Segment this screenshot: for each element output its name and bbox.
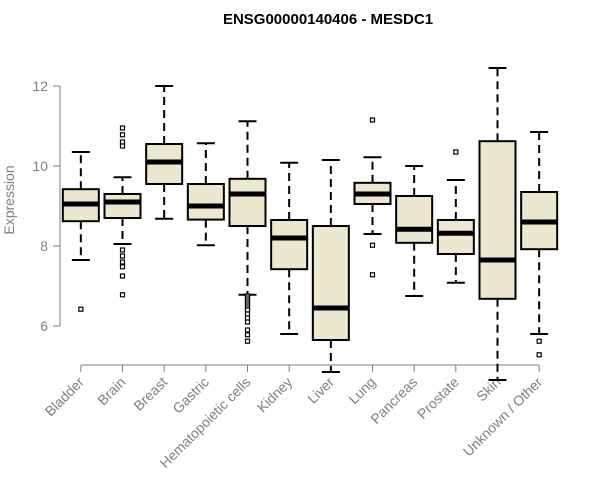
outlier-point [119,292,126,298]
box-body [270,219,309,271]
outlier-point [369,242,376,248]
outlier-point [119,132,126,138]
outlier-point [369,272,376,278]
y-tick-label: 12 [32,78,48,94]
outlier-point [244,315,251,321]
x-tick-label: Breast [130,374,170,414]
outlier-point [244,338,251,344]
outlier-point [369,117,376,123]
box-kidney [270,161,309,335]
y-tick-label: 8 [40,238,48,254]
outlier-point [119,273,126,279]
box-bladder [61,151,100,312]
box-brain [103,125,142,298]
box-liver [311,159,350,373]
outlier-point [119,264,126,270]
x-tick-label: Prostate [414,374,462,422]
box-gastric [186,142,225,247]
box-body [103,193,142,219]
outlier-point [119,139,126,145]
outlier-point [119,125,126,131]
outlier-point [119,143,126,149]
outlier-point [536,352,542,358]
outlier-point [119,259,126,265]
x-tick-label: Skin [473,374,504,405]
outlier-point [536,338,542,344]
outlier-point [119,253,126,259]
x-tick-label: Unknown / Other [460,374,546,460]
box-pancreas [395,165,434,297]
box-prostate [436,149,475,284]
x-tick-label: Bladder [42,374,88,420]
outlier-point [244,307,251,313]
box-hematopoietic-cells [228,120,267,344]
box-body [311,225,350,341]
box-lung [353,117,392,278]
box-body [478,140,517,300]
box-body [228,177,267,228]
chart-title: ENSG00000140406 - MESDC1 [223,11,433,28]
box-breast [145,85,184,220]
x-tick-label: Brain [94,374,128,408]
box-body [186,183,225,221]
y-tick-label: 10 [32,158,48,174]
box-body [436,219,475,255]
x-tick-label: Kidney [254,374,296,416]
box-unknown-other [520,131,559,358]
outlier-point [119,247,126,253]
outlier-point [78,306,84,312]
y-tick-label: 6 [40,318,48,334]
box-skin [478,67,517,381]
outlier-point [453,149,459,155]
outlier-point [244,319,251,325]
outlier-point [244,327,251,333]
x-tick-label: Lung [345,374,378,407]
box-series [61,67,559,381]
outlier-point [244,311,251,317]
y-axis-label: Expression [1,165,17,234]
y-axis: 6 8 10 12 [32,78,61,334]
box-body [395,195,434,244]
x-tick-label: Liver [304,374,337,407]
outlier-point [244,332,251,338]
